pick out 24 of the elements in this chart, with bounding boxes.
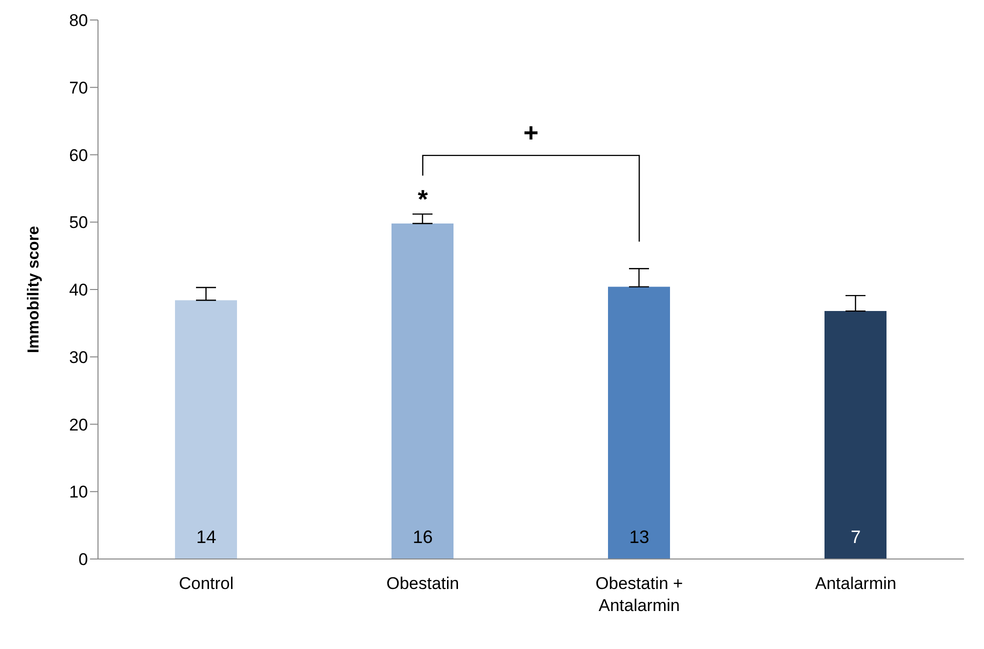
y-tick-label: 30 <box>69 348 88 367</box>
bar <box>608 286 670 559</box>
y-tick-label: 10 <box>69 482 88 502</box>
x-tick-label: Control <box>178 574 234 593</box>
x-tick-label: Obestatin + Antalarmin <box>596 574 684 615</box>
annotation: * <box>418 184 429 214</box>
annotation: 14 <box>196 527 216 547</box>
x-tick-label: Antalarmin <box>815 574 896 593</box>
bar <box>175 300 237 559</box>
y-tick-label: 70 <box>69 78 88 98</box>
y-tick-label: 40 <box>69 280 88 300</box>
bar <box>392 223 454 559</box>
annotation: 13 <box>629 527 650 547</box>
y-axis-title: Immobility score <box>26 226 43 354</box>
x-tick-label: Obestatin <box>386 574 460 593</box>
annotation: 16 <box>412 527 433 547</box>
annotation: 7 <box>850 527 861 547</box>
bar <box>824 311 886 559</box>
y-tick-label: 50 <box>69 213 88 232</box>
y-tick-label: 80 <box>69 11 88 30</box>
y-tick-label: 60 <box>69 146 88 165</box>
annotation: + <box>523 117 539 148</box>
y-tick-label: 20 <box>69 415 88 434</box>
y-tick-label: 0 <box>78 550 88 570</box>
